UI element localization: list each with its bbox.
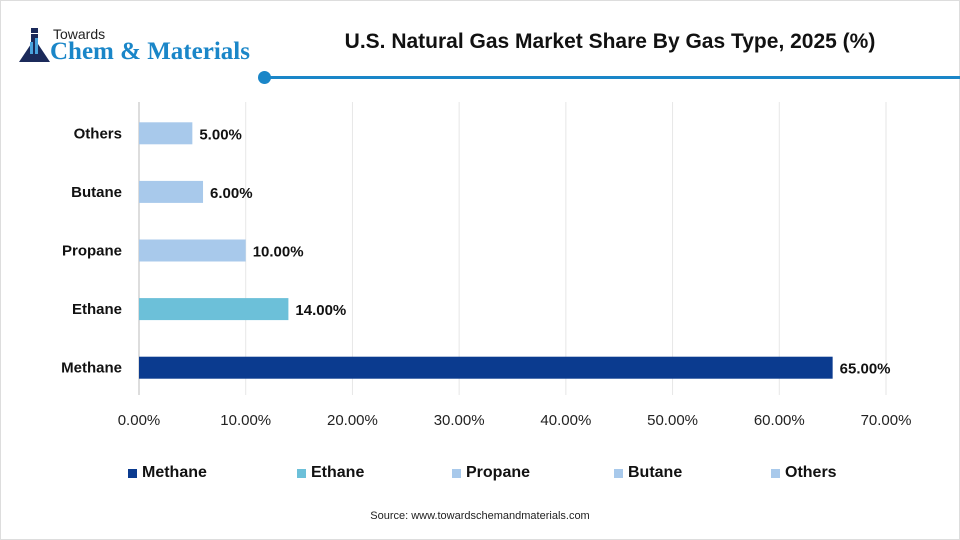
- legend-item-others: Others: [771, 464, 837, 482]
- legend-swatch: [614, 468, 623, 478]
- category-label: Propane: [62, 243, 122, 260]
- legend-item-methane: Methane: [128, 464, 207, 482]
- x-tick-label: 20.00%: [327, 412, 378, 429]
- legend-swatch: [128, 468, 137, 478]
- x-tick-label: 50.00%: [647, 412, 698, 429]
- bar-propane: [139, 239, 246, 262]
- data-label: 10.00%: [253, 244, 304, 261]
- data-label: 14.00%: [295, 302, 346, 319]
- bar-ethane: [139, 298, 289, 321]
- legend-swatch: [771, 468, 780, 478]
- legend-label: Propane: [466, 464, 531, 481]
- flask-icon: [19, 28, 50, 62]
- data-label: 65.00%: [840, 361, 891, 378]
- category-label: Methane: [61, 360, 122, 377]
- source: Source: www.towardschemandmaterials.com: [370, 510, 590, 522]
- data-label: 5.00%: [199, 126, 242, 143]
- category-label: Ethane: [72, 301, 122, 318]
- legend-swatch: [452, 468, 461, 478]
- legend-swatch: [297, 468, 306, 478]
- category-label: Others: [74, 125, 122, 142]
- category-label: Butane: [71, 184, 122, 201]
- legend-label: Butane: [628, 464, 683, 481]
- data-label: 6.00%: [210, 185, 253, 202]
- logo-line1: Towards: [53, 26, 106, 42]
- title-dot: [258, 71, 271, 84]
- legend: Methane Ethane Propane Butane Others: [0, 464, 960, 484]
- bar-butane: [139, 180, 204, 203]
- x-tick-label: 0.00%: [118, 412, 161, 429]
- chart-title: U.S. Natural Gas Market Share By Gas Typ…: [344, 30, 876, 53]
- x-tick-label: 30.00%: [434, 412, 485, 429]
- legend-item-propane: Propane: [452, 464, 530, 482]
- legend-item-ethane: Ethane: [297, 464, 364, 482]
- x-tick-label: 10.00%: [220, 412, 271, 429]
- legend-item-butane: Butane: [614, 464, 682, 482]
- title-line: [266, 76, 960, 79]
- bar-others: [139, 122, 193, 145]
- legend-label: Ethane: [311, 464, 365, 481]
- legend-label: Methane: [142, 464, 207, 481]
- logo-line2: Chem & Materials: [50, 38, 250, 65]
- x-tick-label: 60.00%: [754, 412, 805, 429]
- legend-label: Others: [785, 464, 837, 481]
- bar-methane: [139, 356, 833, 379]
- x-tick-label: 40.00%: [540, 412, 591, 429]
- x-tick-label: 70.00%: [861, 412, 912, 429]
